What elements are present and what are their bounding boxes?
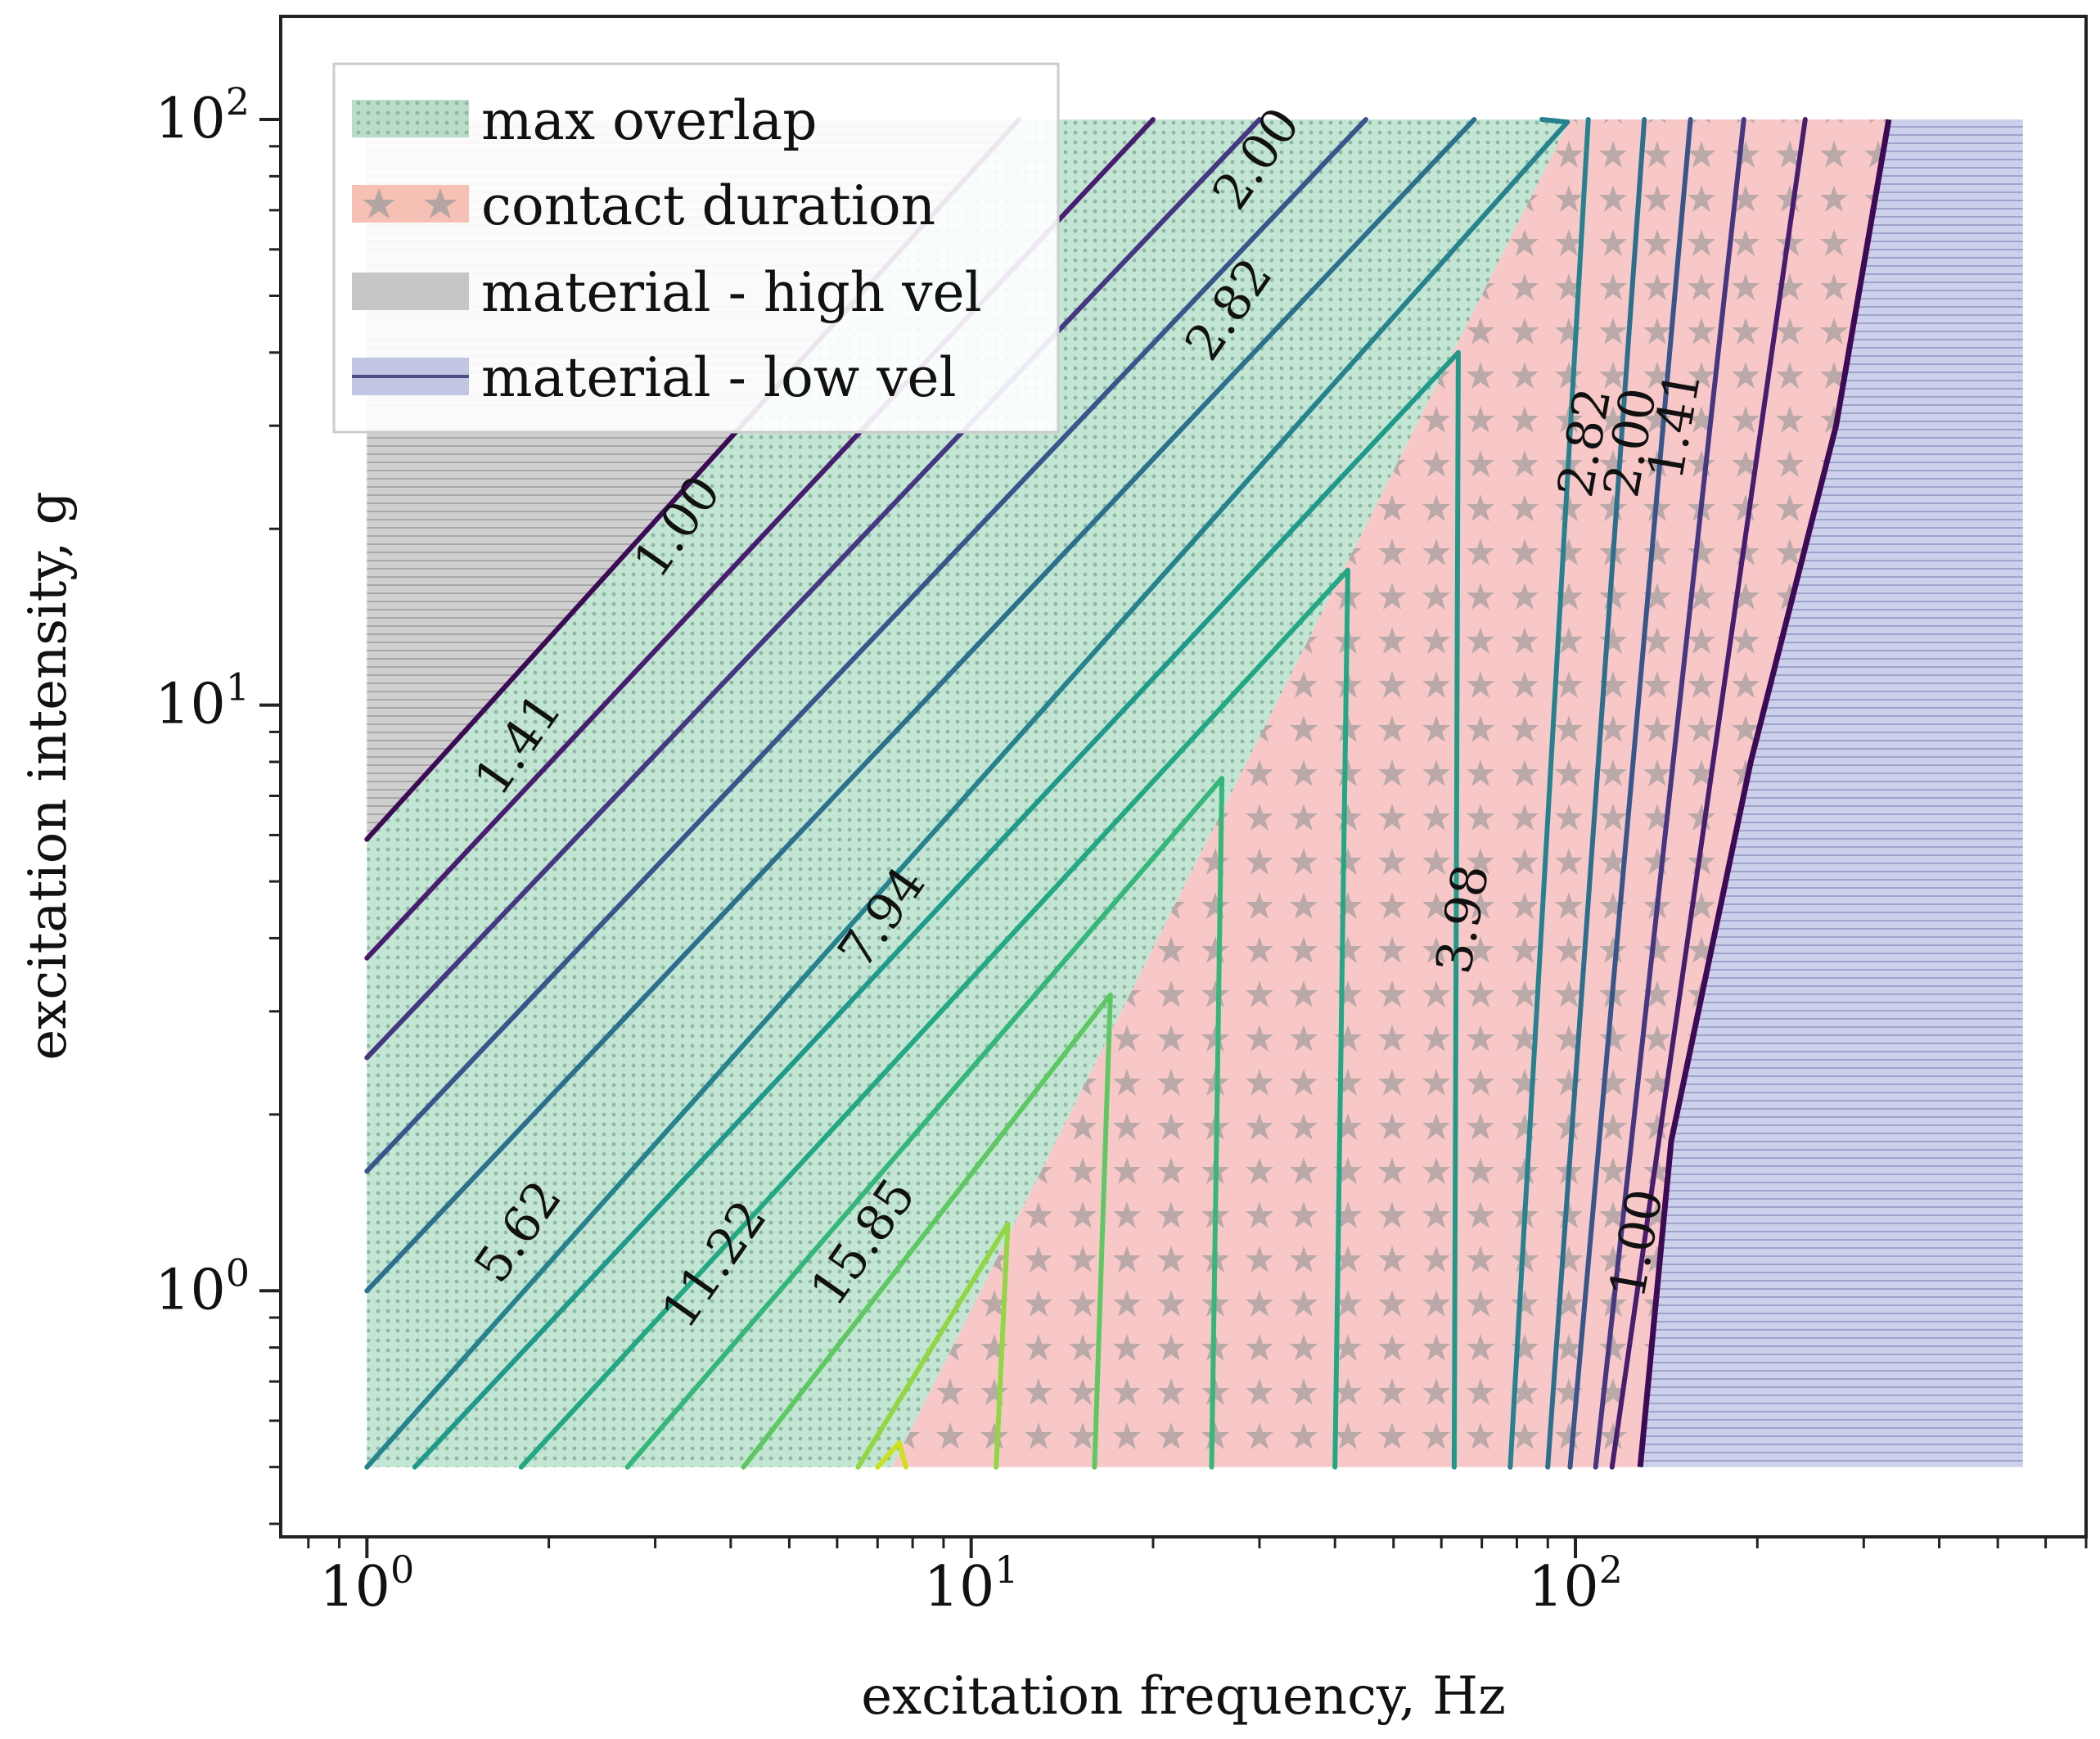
contour-line-12 <box>1507 117 1591 1470</box>
legend-label-material-high-vel: material - high vel <box>481 261 982 324</box>
legend-label-contact-duration: contact duration <box>481 174 935 237</box>
legend-entry-max-overlap: max overlap <box>352 89 817 152</box>
contour-line-6 <box>412 349 1461 1470</box>
contour-line-5 <box>364 117 1570 1470</box>
contour-line-14 <box>1567 117 1693 1470</box>
x-tick-label: 101 <box>924 1548 1019 1620</box>
legend-entry-material-low-vel: material - low vel <box>352 346 957 409</box>
contour-line-10 <box>855 1221 1011 1470</box>
legend-label-max-overlap: max overlap <box>481 89 817 152</box>
y-axis-title: excitation intensity, g <box>18 491 79 1060</box>
contour-line-4 <box>364 117 1477 1294</box>
legend-entry-contact-duration: contact duration <box>352 174 935 237</box>
x-tick-label: 102 <box>1528 1548 1623 1620</box>
legend: max overlap contact duration material - … <box>332 62 1060 434</box>
x-axis: 100 101 102 <box>307 1537 2088 1620</box>
material-boundary <box>1637 119 1892 1468</box>
contour-line-16 <box>1609 117 1808 1470</box>
contour-line-15 <box>1593 117 1746 1470</box>
contour-line-13 <box>1545 117 1647 1470</box>
contour-line-8 <box>624 776 1225 1470</box>
contour-line-9 <box>741 992 1113 1470</box>
contour-line-2 <box>364 117 1262 1061</box>
legend-entry-material-high-vel: material - high vel <box>352 261 982 324</box>
region-pattern-material-low-vel <box>1640 119 2023 1467</box>
legend-swatch-material-high-vel <box>352 273 469 310</box>
x-axis-title: excitation frequency, Hz <box>861 1666 1506 1727</box>
contour-line-11 <box>875 1440 908 1470</box>
contour-line-7 <box>518 567 1350 1470</box>
x-tick-label: 100 <box>319 1548 414 1620</box>
y-tick-label: 101 <box>155 665 250 737</box>
region-pattern-contact-duration <box>892 119 1889 1467</box>
contours-layer <box>364 117 1892 1470</box>
y-tick-label: 100 <box>155 1250 250 1322</box>
y-tick-label: 102 <box>155 79 250 151</box>
y-axis: 100 101 102 <box>155 79 281 1525</box>
legend-label-material-low-vel: material - low vel <box>481 346 957 409</box>
contour-line-3 <box>364 117 1368 1174</box>
